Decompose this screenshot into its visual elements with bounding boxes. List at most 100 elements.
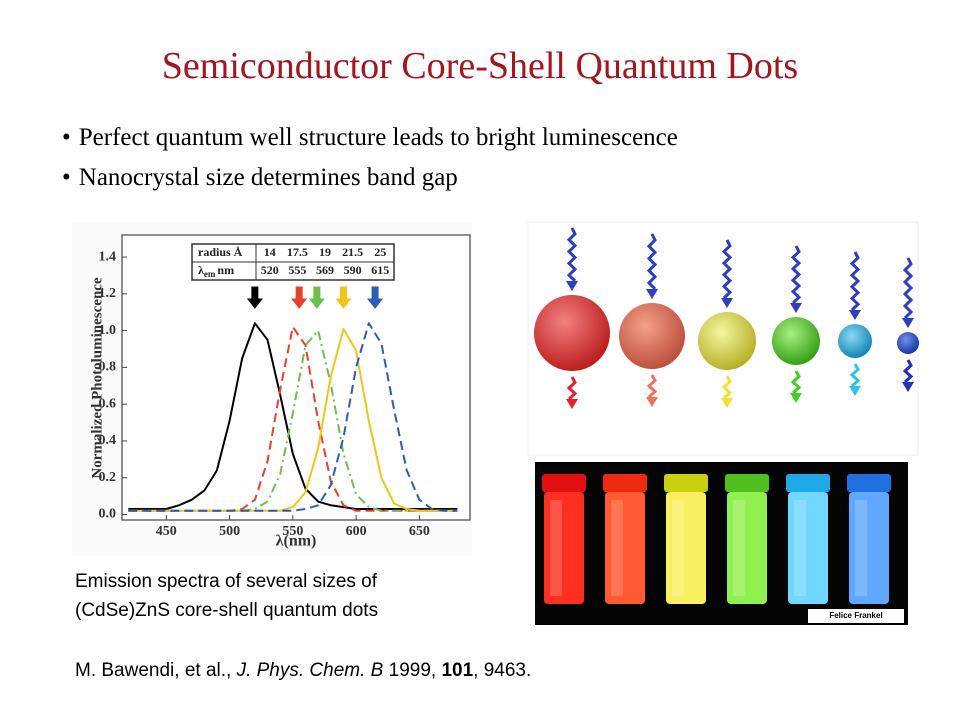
excitation-wave-head xyxy=(902,318,914,328)
emission-wave xyxy=(646,374,658,399)
figure-background xyxy=(72,222,472,556)
vial-glow xyxy=(611,500,623,596)
emission-wave-head xyxy=(646,397,658,407)
vial-cap xyxy=(603,474,647,492)
vial xyxy=(544,492,584,604)
emission-wave-head xyxy=(721,398,733,408)
x-tick-label: 650 xyxy=(409,524,430,539)
inset-wavelength: 555 xyxy=(288,263,306,277)
spectrum-line xyxy=(128,325,458,512)
emission-wave xyxy=(566,376,578,401)
photo-credit-box xyxy=(808,609,904,623)
inset-radius: 25 xyxy=(374,245,386,259)
y-tick-label: 1.0 xyxy=(99,323,117,338)
vial-cap xyxy=(786,474,830,492)
emission-wave xyxy=(790,370,802,395)
x-tick-label: 550 xyxy=(282,524,303,539)
quantum-dot xyxy=(698,312,756,370)
citation-part: 1999, xyxy=(383,660,442,681)
inset-radius: 19 xyxy=(319,245,331,259)
vial-glow xyxy=(855,500,867,596)
vial xyxy=(727,492,767,604)
y-tick-label: 0.0 xyxy=(99,507,117,522)
inset-label-part: nm xyxy=(217,263,234,277)
vial-cap xyxy=(725,474,769,492)
citation: M. Bawendi, et al., J. Phys. Chem. B 199… xyxy=(75,660,531,682)
emission-wave-head xyxy=(849,386,861,396)
quantum-dot xyxy=(619,303,685,369)
peak-arrow xyxy=(308,286,325,309)
x-axis-label: λ(nm) xyxy=(276,533,317,550)
peak-arrow xyxy=(335,286,352,309)
photo-credit: Felice Frankel xyxy=(829,611,882,620)
vial-cap xyxy=(542,474,586,492)
quantum-dot xyxy=(897,332,919,354)
y-tick-label: 0.4 xyxy=(99,433,117,448)
vial-cap xyxy=(664,474,708,492)
inset-radius-label: radius Å xyxy=(198,245,243,259)
dots-panel xyxy=(527,221,919,456)
excitation-wave xyxy=(646,233,658,291)
y-tick-label: 0.8 xyxy=(99,360,117,375)
peak-arrow xyxy=(291,286,308,309)
excitation-wave-head xyxy=(790,303,802,313)
y-tick-label: 1.2 xyxy=(99,286,117,301)
inset-label-part: λ xyxy=(198,263,204,277)
excitation-wave-head xyxy=(566,281,578,291)
vial xyxy=(605,492,645,604)
caption: Emission spectra of several sizes of xyxy=(75,571,378,592)
y-tick-label: 0.2 xyxy=(99,470,117,485)
quantum-dot xyxy=(838,324,872,358)
inset-table xyxy=(191,243,395,281)
emission-wave xyxy=(721,375,733,400)
spectrum-line xyxy=(128,322,458,510)
emission-wave-head xyxy=(566,399,578,409)
vial-glow xyxy=(550,500,562,596)
x-tick-label: 500 xyxy=(219,524,240,539)
emission-wave xyxy=(902,359,914,384)
inset-radius: 21.5 xyxy=(342,245,363,259)
inset-wavelength: 569 xyxy=(316,263,334,277)
peak-arrow xyxy=(367,286,384,309)
citation-part: , 9463. xyxy=(473,660,532,681)
citation-journal: J. Phys. Chem. B xyxy=(236,660,384,681)
excitation-wave-head xyxy=(721,298,733,308)
vial-glow xyxy=(733,500,745,596)
spectrum-line xyxy=(128,329,458,512)
emission-wave-head xyxy=(902,382,914,392)
inset-wavelength: 615 xyxy=(371,263,389,277)
inset-wavelength: 520 xyxy=(261,263,279,277)
vial xyxy=(849,492,889,604)
quantum-dot xyxy=(534,295,610,371)
inset-label-part: em xyxy=(204,269,216,279)
vial-glow xyxy=(794,500,806,596)
inset-radius: 14 xyxy=(264,245,276,259)
quantum-dot xyxy=(772,317,820,365)
inset-radius: 17.5 xyxy=(287,245,308,259)
y-tick-label: 1.4 xyxy=(99,249,117,264)
plot-frame xyxy=(121,234,471,521)
vial-glow xyxy=(672,500,684,596)
emission-wave xyxy=(849,363,861,388)
vial-cap xyxy=(847,474,891,492)
y-axis-label: Normalized Photoluminescence xyxy=(89,277,105,479)
caption: (CdSe)ZnS core-shell quantum dots xyxy=(75,600,379,621)
excitation-wave xyxy=(566,227,578,283)
x-tick-label: 600 xyxy=(346,524,367,539)
vial xyxy=(788,492,828,604)
vials-photo xyxy=(535,462,908,625)
x-tick-label: 450 xyxy=(156,524,177,539)
slide-title: Semiconductor Core-Shell Quantum Dots xyxy=(161,45,799,87)
peak-arrow xyxy=(246,286,263,309)
spectrum-line xyxy=(128,327,458,512)
excitation-wave-head xyxy=(849,310,861,320)
bullet: Nanocrystal size determines band gap xyxy=(62,164,458,192)
citation-part: M. Bawendi, et al., xyxy=(75,660,237,681)
citation-volume: 101 xyxy=(441,660,474,681)
excitation-wave-head xyxy=(646,289,658,299)
vial xyxy=(666,492,706,604)
excitation-wave xyxy=(849,251,861,312)
inset-wavelength-label: λem nm xyxy=(198,263,234,279)
excitation-wave xyxy=(721,239,733,300)
